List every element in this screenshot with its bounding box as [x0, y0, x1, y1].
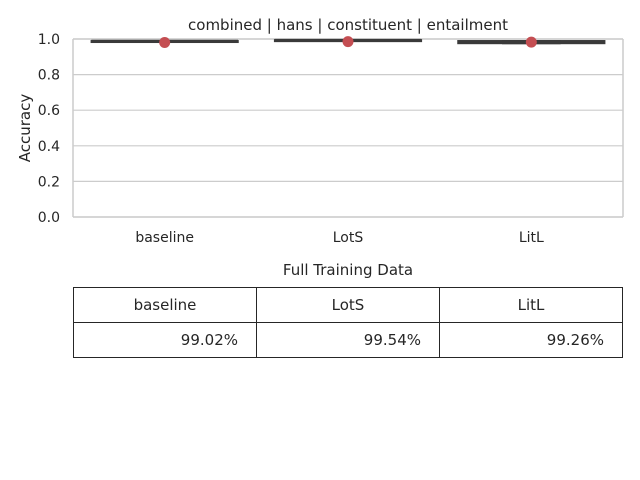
mean-marker	[525, 36, 537, 48]
table-header-row: baseline LotS LitL	[73, 287, 623, 323]
table-row: 99.02% 99.54% 99.26%	[73, 322, 623, 358]
results-table: baseline LotS LitL 99.02% 99.54% 99.26%	[73, 287, 623, 358]
x-tick-labels: baseline LotS LitL	[135, 230, 544, 246]
table-cell: 99.54%	[256, 322, 440, 358]
y-tick-label: 0.4	[38, 139, 60, 155]
y-tick-label: 1.0	[38, 32, 60, 48]
x-tick-label: baseline	[135, 230, 194, 246]
y-tick-labels: 0.0 0.2 0.4 0.6 0.8 1.0	[38, 32, 60, 226]
table-cell: 99.26%	[439, 322, 623, 358]
table-header-cell: baseline	[73, 287, 257, 323]
y-tick-label: 0.2	[38, 174, 60, 190]
y-tick-label: 0.8	[38, 68, 60, 84]
y-axis-label: Accuracy	[16, 94, 34, 163]
y-tick-label: 0.6	[38, 103, 60, 119]
table-header-cell: LotS	[256, 287, 440, 323]
y-tick-label: 0.0	[38, 210, 60, 226]
grid	[72, 38, 624, 218]
table-header-cell: LitL	[439, 287, 623, 323]
chart-title: combined | hans | constituent | entailme…	[188, 16, 508, 34]
mean-marker	[342, 36, 354, 48]
x-tick-label: LotS	[333, 230, 364, 246]
mean-marker	[159, 37, 171, 49]
x-axis-label: Full Training Data	[283, 261, 413, 279]
table-cell: 99.02%	[73, 322, 257, 358]
x-tick-label: LitL	[519, 230, 544, 246]
mean-markers	[159, 36, 537, 49]
